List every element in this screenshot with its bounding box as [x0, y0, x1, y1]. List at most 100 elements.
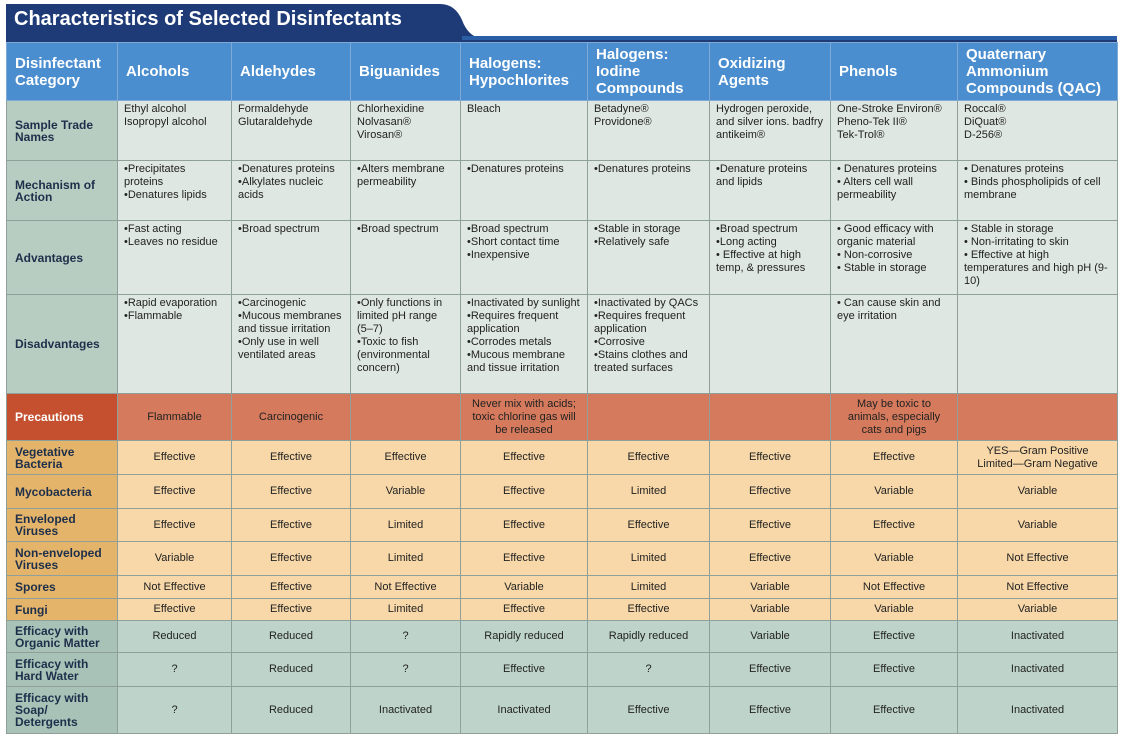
cell: Limited — [587, 575, 710, 599]
row-label: Advantages — [6, 220, 118, 295]
cell-line: Glutaraldehyde — [238, 116, 313, 128]
cell-line: Effective — [270, 485, 312, 497]
cell-line: Limited—Gram Negative — [977, 457, 1098, 470]
cell-line: •Denature proteins and lipids — [716, 163, 808, 188]
row: Vegetative Bacteria Effective Effective Eff… — [6, 440, 1118, 475]
cell: • Stable in storage • Non-irritating to s… — [957, 220, 1118, 295]
cell: Effective — [709, 474, 831, 509]
column-header: Aldehydes — [231, 42, 351, 101]
cell-line: Virosan® — [357, 129, 403, 141]
cell: Effective — [709, 440, 831, 475]
cell-line: • Binds phospholipids of cell membrane — [964, 176, 1101, 201]
cell: Effective — [709, 541, 831, 576]
cell-line: Effective — [627, 603, 670, 615]
cell: Effective — [587, 440, 710, 475]
cell-line: Rapidly reduced — [608, 630, 689, 642]
cell: •Broad spectrum — [231, 220, 351, 295]
cell: •Broad spectrum •Short contact time •Inexp… — [460, 220, 588, 295]
row-label: Vegetative Bacteria — [6, 440, 118, 475]
cell-line: •Short contact time — [467, 236, 560, 248]
cell-line: Effective — [627, 518, 670, 531]
row: Sample Trade Names Ethyl alcohol Isopropyl… — [6, 100, 1118, 161]
cell: Never mix with acids; toxic chlorine gas… — [460, 393, 588, 441]
cell: •Only functions in limited pH range (5–7… — [350, 294, 461, 394]
cell-line: Effective — [384, 451, 427, 463]
cell: Effective — [231, 440, 351, 475]
cell: Variable — [709, 575, 831, 599]
cell: •Fast acting •Leaves no residue — [117, 220, 232, 295]
cell: •Denature proteins and lipids — [709, 160, 831, 221]
cell: Effective — [117, 474, 232, 509]
cell: Limited — [350, 598, 461, 621]
row-label: Efficacy with Soap/ Detergents — [6, 686, 118, 734]
cell-line: Reduced — [152, 630, 197, 642]
cell: • Can cause skin and eye irritation — [830, 294, 958, 394]
cell-line: Effective — [153, 485, 196, 497]
cell-line: Effective — [270, 603, 312, 615]
cell-line: Limited — [387, 552, 424, 564]
cell-line: •Only functions in limited pH range (5–7… — [357, 297, 443, 335]
cell-line: • Alters cell wall permeability — [837, 176, 913, 201]
column-header: Biguanides — [350, 42, 461, 101]
cell: Effective — [830, 440, 958, 475]
cell-line: Variable — [750, 580, 790, 593]
cell-line: Limited — [630, 552, 667, 564]
cell-line: Variable — [1017, 603, 1058, 615]
cell: •Precipitates proteins •Denatures lipids — [117, 160, 232, 221]
cell-line: •Stains clothes and treated surfaces — [594, 349, 688, 374]
cell-line: •Inexpensive — [467, 249, 530, 261]
row: Mechanism of Action •Precipitates protein… — [6, 160, 1118, 221]
cell: Not Effective — [957, 575, 1118, 599]
cell-line: •Broad spectrum — [716, 223, 798, 235]
cell: Not Effective — [957, 541, 1118, 576]
cell: Effective — [460, 652, 588, 687]
cell-line: •Rapid evaporation — [124, 297, 218, 309]
column-header: Halogens: Hypochlorites — [460, 42, 588, 101]
cell-line: •Inactivated by QACs — [594, 297, 699, 309]
cell-line: • Denatures proteins — [964, 163, 1064, 175]
cell: Inactivated — [460, 686, 588, 734]
cell-line: Variable — [1017, 518, 1058, 531]
cell: •Denatures proteins — [460, 160, 588, 221]
cell-line: Inactivated — [378, 703, 433, 716]
cell-line: Limited — [387, 518, 424, 531]
cell-line: •Broad spectrum — [238, 223, 320, 235]
cell: Ethyl alcohol Isopropyl alcohol — [117, 100, 232, 161]
cell-line: Effective — [873, 451, 915, 463]
cell: Variable — [460, 575, 588, 599]
cell-line: •Stable in storage — [594, 223, 681, 235]
cell-line: •Corrosive — [594, 336, 645, 348]
cell-line: Variable — [750, 603, 790, 615]
cell: Effective — [460, 508, 588, 542]
cell-line: Variable — [874, 485, 914, 497]
cell-line: DiQuat® — [964, 116, 1007, 128]
column-header: Alcohols — [117, 42, 232, 101]
cell: Effective — [460, 598, 588, 621]
cell-line: ? — [402, 663, 409, 675]
cell: Effective — [231, 541, 351, 576]
cell-line: Effective — [503, 663, 545, 675]
cell-line: Variable — [385, 485, 426, 497]
row: Disadvantages •Rapid evaporation •Flammabl… — [6, 294, 1118, 394]
tab-rule — [462, 36, 1117, 40]
row-label: Fungi — [6, 598, 118, 621]
cell-line: • Effective at high temperatures and hig… — [964, 249, 1108, 287]
cell-line: •Requires frequent application — [594, 310, 686, 335]
cell-line: Effective — [503, 485, 545, 497]
cell: •Denatures proteins •Alkylates nucleic ac… — [231, 160, 351, 221]
cell-line: Effective — [503, 603, 545, 615]
cell: Not Effective — [350, 575, 461, 599]
cell — [957, 294, 1118, 394]
cell: Chlorhexidine Nolvasan® Virosan® — [350, 100, 461, 161]
cell: May be toxic to animals, especially cats… — [830, 393, 958, 441]
cell: Variable — [957, 598, 1118, 621]
cell-line: •Denatures proteins — [238, 163, 335, 175]
cell-line: Limited — [630, 580, 667, 593]
cell-line: •Corrodes metals — [467, 336, 552, 348]
cell — [957, 393, 1118, 441]
cell-line: Effective — [153, 603, 196, 615]
cell-line: Never mix with acids; toxic chlorine gas… — [472, 397, 576, 436]
cell: Variable — [830, 541, 958, 576]
cell-line: Effective — [503, 451, 545, 463]
cell: Effective — [709, 508, 831, 542]
